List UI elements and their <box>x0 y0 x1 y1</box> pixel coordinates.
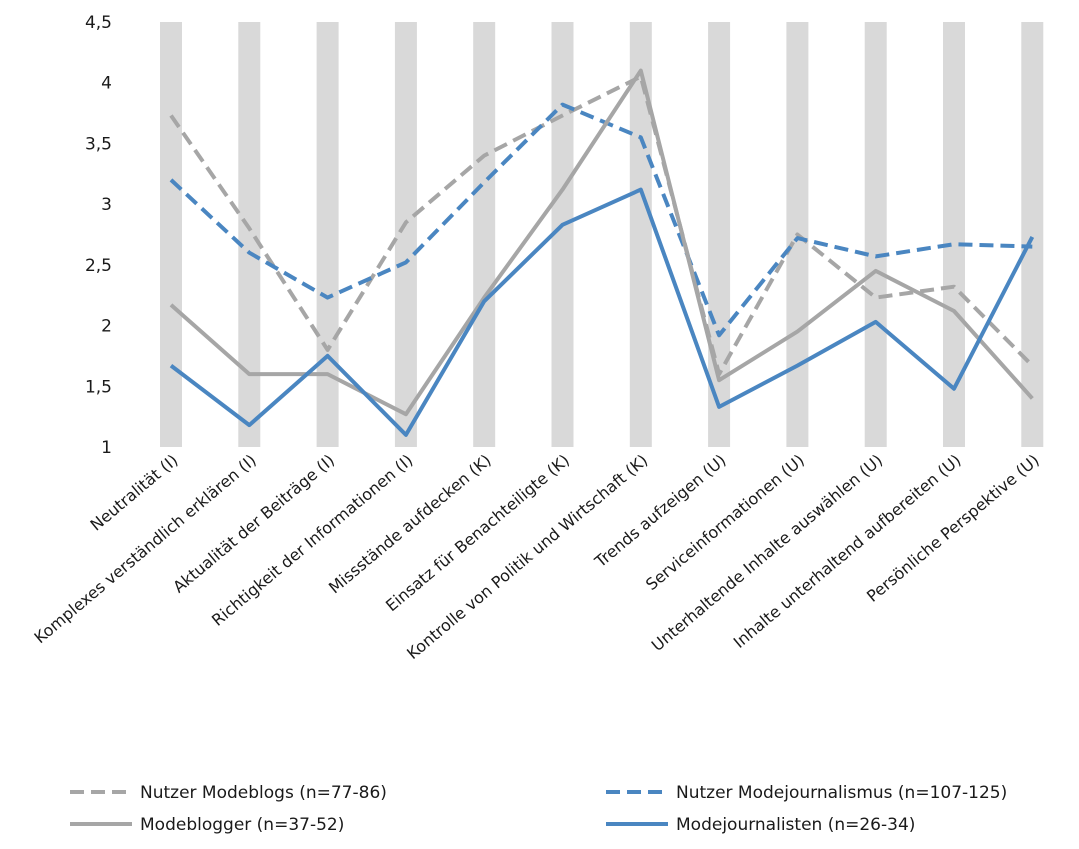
y-tick-label: 2,5 <box>85 256 112 276</box>
x-tick-label: Aktualität der Beiträge (I) <box>169 451 338 597</box>
category-band <box>629 22 652 447</box>
legend: Nutzer Modeblogs (n=77-86) Nutzer Modejou… <box>70 783 1007 835</box>
legend-label: Nutzer Modeblogs (n=77-86) <box>140 783 387 803</box>
category-band <box>708 22 731 447</box>
legend-label: Nutzer Modejournalismus (n=107-125) <box>676 783 1007 803</box>
legend-label: Modeblogger (n=37-52) <box>140 815 344 835</box>
series-lines <box>169 68 1035 437</box>
category-band <box>551 22 574 447</box>
x-tick-label: Trends aufzeigen (U) <box>590 451 729 572</box>
y-axis-tick-labels: 1 1,5 2 2,5 3 3,5 4 4,5 <box>85 13 112 458</box>
category-band <box>238 22 261 447</box>
y-tick-label: 1 <box>101 438 112 458</box>
series-line <box>169 68 1034 417</box>
x-tick-label: Missstände aufdecken (K) <box>325 451 495 598</box>
x-axis-category-labels: Neutralität (I)Komplexes verständlich er… <box>31 451 1043 664</box>
x-tick-label: Serviceinformationen (U) <box>642 451 808 595</box>
category-band <box>160 22 182 447</box>
category-band <box>864 22 887 447</box>
y-tick-label: 4 <box>101 74 112 94</box>
y-tick-label: 3 <box>101 195 112 215</box>
y-tick-label: 4,5 <box>85 13 112 33</box>
category-band <box>473 22 496 447</box>
series-line <box>169 74 1034 377</box>
category-band <box>316 22 339 447</box>
y-tick-label: 1,5 <box>85 377 112 397</box>
series-line <box>169 187 1035 437</box>
y-tick-label: 3,5 <box>85 134 112 154</box>
category-band <box>1021 22 1044 447</box>
y-tick-label: 2 <box>101 317 112 337</box>
category-bands <box>160 22 1044 447</box>
category-band <box>943 22 965 447</box>
series-line <box>169 102 1033 338</box>
legend-label: Modejournalisten (n=26-34) <box>676 815 915 835</box>
category-band <box>394 22 417 447</box>
